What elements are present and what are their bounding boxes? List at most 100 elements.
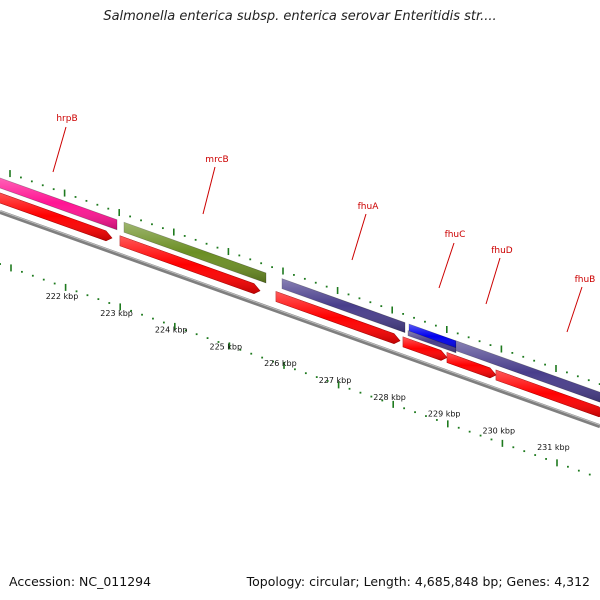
minor-tick (467, 336, 470, 339)
summary-text: Topology: circular; Length: 4,685,848 bp… (246, 574, 590, 589)
minor-tick (293, 274, 295, 276)
minor-tick (41, 184, 44, 187)
minor-tick (456, 332, 459, 335)
minor-tick (577, 469, 580, 472)
minor-tick (369, 301, 372, 304)
minor-tick (425, 415, 427, 417)
gene-label-mrcB: mrcB (205, 155, 228, 165)
kbp-label: 226 kbp (264, 359, 297, 368)
minor-tick (107, 207, 110, 210)
kbp-label: 227 kbp (319, 376, 352, 385)
gene-label-fhuB: fhuB (575, 275, 596, 285)
minor-tick (20, 176, 22, 179)
cds-shading (120, 235, 260, 294)
minor-tick (402, 313, 405, 315)
kbp-label: 224 kbp (155, 326, 188, 335)
minor-tick (129, 215, 132, 218)
minor-tick (53, 282, 56, 285)
minor-tick (479, 434, 482, 437)
minor-tick (108, 302, 111, 304)
minor-tick (414, 411, 416, 414)
gene-label-fhuA: fhuA (358, 202, 380, 212)
minor-tick (457, 426, 460, 429)
minor-tick (184, 329, 187, 332)
minor-tick (545, 458, 547, 460)
kbp-label: 229 kbp (428, 410, 461, 419)
minor-tick (424, 320, 426, 323)
minor-tick (381, 399, 384, 402)
minor-tick (183, 235, 186, 237)
minor-tick (598, 383, 600, 385)
minor-tick (96, 203, 99, 206)
minor-tick (130, 309, 133, 312)
minor-tick (161, 227, 164, 230)
minor-tick (523, 450, 526, 453)
feature-shading (0, 177, 117, 230)
feature-shading (124, 222, 266, 283)
feature-track (0, 177, 600, 403)
gene-leader-line (485, 257, 501, 305)
minor-tick (272, 360, 274, 363)
minor-tick (567, 465, 569, 468)
minor-tick (238, 254, 241, 257)
minor-tick (380, 305, 383, 308)
minor-tick (30, 180, 33, 183)
gene-leader-line (566, 286, 583, 333)
minor-tick (206, 337, 209, 339)
feature-shading (408, 330, 456, 353)
minor-ticks (0, 263, 591, 476)
minor-tick (370, 395, 373, 398)
minor-tick (304, 372, 307, 375)
minor-tick (140, 219, 142, 222)
minor-tick (74, 196, 77, 198)
backbone-line (0, 210, 600, 429)
gene-leader-line (202, 166, 216, 215)
minor-tick (194, 238, 197, 241)
minor-tick (512, 446, 515, 449)
minor-tick (97, 298, 100, 301)
minor-tick (52, 188, 55, 191)
minor-tick (489, 344, 492, 347)
minor-tick (239, 348, 242, 351)
minor-tick (511, 351, 514, 354)
minor-tick (359, 391, 362, 394)
minor-tick (216, 246, 219, 249)
minor-tick (141, 313, 143, 316)
minor-tick (86, 294, 89, 297)
kbp-label: 222 kbp (46, 292, 79, 301)
major-ticks (9, 170, 600, 385)
gene-leader-line (52, 126, 67, 173)
minor-tick (260, 262, 263, 265)
minor-tick (249, 258, 252, 261)
map-title: Salmonella enterica subsp. enterica sero… (103, 9, 497, 24)
minor-tick (217, 341, 220, 343)
cds-track (0, 192, 600, 418)
minor-tick (162, 321, 165, 324)
kbp-label: 230 kbp (482, 426, 515, 435)
cds-shading (403, 336, 447, 361)
minor-tick (85, 199, 88, 202)
feature-shading (282, 278, 405, 333)
minor-tick (303, 277, 306, 280)
minor-tick (21, 270, 23, 273)
cds-shading (496, 370, 600, 417)
minor-tick (261, 356, 264, 359)
backbone-highlight (0, 210, 600, 426)
minor-tick (403, 407, 406, 410)
minor-tick (534, 454, 537, 456)
minor-tick (468, 430, 471, 433)
minor-tick (151, 223, 153, 226)
minor-tick (566, 371, 568, 374)
minor-tick (314, 281, 317, 284)
minor-tick (478, 340, 481, 343)
minor-tick (42, 278, 45, 281)
minor-tick (271, 266, 273, 269)
minor-tick (250, 352, 253, 355)
accession-text: Accession: NC_011294 (9, 574, 152, 589)
cds-shading (0, 192, 112, 241)
feature-shading (456, 340, 600, 403)
gene-label-hrpB: hrpB (56, 114, 77, 124)
kbp-labels: 222 kbp 223 kbp 224 kbp 225 kbp 226 kbp 227 k… (46, 292, 570, 452)
minor-tick (75, 290, 78, 293)
